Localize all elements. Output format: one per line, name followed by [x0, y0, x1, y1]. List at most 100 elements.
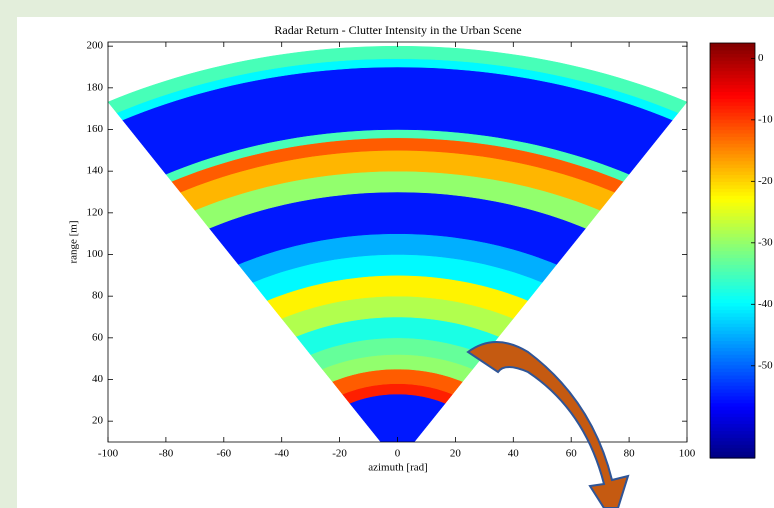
colorbar-strip — [710, 143, 755, 147]
y-tick-label: 100 — [87, 248, 104, 260]
colorbar-strip — [710, 354, 755, 358]
colorbar-strip — [710, 382, 755, 386]
colorbar-strip — [710, 361, 755, 365]
colorbar-strip — [710, 112, 755, 116]
colorbar-strip — [710, 295, 755, 299]
colorbar-strip — [710, 316, 755, 320]
colorbar-strip — [710, 251, 755, 255]
colorbar-tick-label: -10 — [758, 113, 773, 125]
colorbar-strip — [710, 199, 755, 203]
colorbar-tick-label: -20 — [758, 175, 773, 187]
colorbar-strip — [710, 320, 755, 324]
colorbar-strip — [710, 344, 755, 348]
colorbar-strip — [710, 337, 755, 341]
y-tick-label: 120 — [87, 206, 104, 218]
colorbar-strip — [710, 237, 755, 241]
colorbar-strip — [710, 309, 755, 313]
colorbar-strip — [710, 150, 755, 154]
colorbar-strip — [710, 444, 755, 448]
colorbar-strip — [710, 330, 755, 334]
colorbar-strip — [710, 129, 755, 133]
colorbar-strip — [710, 46, 755, 50]
colorbar-strip — [710, 448, 755, 452]
colorbar-strip — [710, 271, 755, 275]
colorbar-strip — [710, 209, 755, 213]
colorbar-tick-label: -40 — [758, 298, 773, 310]
y-tick-label: 20 — [92, 415, 104, 427]
colorbar-strip — [710, 417, 755, 421]
colorbar-strip — [710, 157, 755, 161]
colorbar-strip — [710, 403, 755, 407]
y-axis-label: range [m] — [68, 220, 80, 263]
colorbar-strip — [710, 109, 755, 113]
colorbar-strip — [710, 71, 755, 75]
x-axis-label: azimuth [rad] — [368, 462, 428, 474]
colorbar-strip — [710, 420, 755, 424]
colorbar-strip — [710, 126, 755, 130]
page: {"chart_data": {"type": "polar-heatmap",… — [0, 0, 774, 508]
colorbar-strip — [710, 195, 755, 199]
colorbar-strip — [710, 164, 755, 168]
colorbar-strip — [710, 123, 755, 127]
colorbar-strip — [710, 289, 755, 293]
x-tick-label: 80 — [624, 448, 636, 460]
colorbar-strip — [710, 423, 755, 427]
chart-title: Radar Return - Clutter Intensity in the … — [274, 23, 521, 37]
colorbar-strip — [710, 136, 755, 140]
colorbar-strip — [710, 85, 755, 89]
chart: Radar Return - Clutter Intensity in the … — [0, 0, 774, 508]
colorbar-tick-label: 0 — [758, 52, 764, 64]
colorbar-strip — [710, 88, 755, 92]
colorbar-strip — [710, 441, 755, 445]
x-tick-label: 0 — [395, 448, 401, 460]
colorbar-strip — [710, 437, 755, 441]
colorbar-strip — [710, 230, 755, 234]
x-tick-label: -80 — [159, 448, 174, 460]
colorbar-strip — [710, 168, 755, 172]
y-tick-label: 180 — [87, 81, 104, 93]
colorbar-strip — [710, 192, 755, 196]
colorbar-strip — [710, 53, 755, 57]
colorbar-strip — [710, 247, 755, 251]
x-tick-label: -20 — [332, 448, 347, 460]
colorbar-strip — [710, 188, 755, 192]
x-tick-label: 60 — [566, 448, 578, 460]
colorbar-strip — [710, 219, 755, 223]
colorbar-strip — [710, 74, 755, 78]
colorbar-strip — [710, 226, 755, 230]
colorbar-strip — [710, 358, 755, 362]
colorbar-strip — [710, 268, 755, 272]
colorbar-strip — [710, 278, 755, 282]
colorbar-strip — [710, 116, 755, 120]
y-tick-label: 80 — [92, 290, 104, 302]
colorbar-strip — [710, 372, 755, 376]
y-tick-label: 40 — [92, 373, 104, 385]
colorbar-strip — [710, 261, 755, 265]
colorbar-strip — [710, 427, 755, 431]
colorbar-strip — [710, 434, 755, 438]
colorbar-strip — [710, 233, 755, 237]
colorbar-strip — [710, 212, 755, 216]
colorbar-strip — [710, 91, 755, 95]
x-tick-label: 20 — [450, 448, 462, 460]
colorbar-strip — [710, 302, 755, 306]
colorbar-strip — [710, 299, 755, 303]
colorbar-strip — [710, 282, 755, 286]
colorbar-strip — [710, 413, 755, 417]
colorbar-strip — [710, 95, 755, 99]
colorbar-strip — [710, 154, 755, 158]
colorbar-strip — [710, 334, 755, 338]
colorbar-strip — [710, 50, 755, 54]
colorbar-strip — [710, 102, 755, 106]
colorbar-strip — [710, 257, 755, 261]
colorbar-strip — [710, 43, 755, 47]
colorbar-strip — [710, 240, 755, 244]
colorbar-strip — [710, 206, 755, 210]
colorbar-strip — [710, 323, 755, 327]
y-tick-label: 60 — [92, 331, 104, 343]
colorbar-strip — [710, 216, 755, 220]
colorbar-strip — [710, 81, 755, 85]
colorbar-strip — [710, 378, 755, 382]
colorbar-strip — [710, 406, 755, 410]
colorbar-strip — [710, 385, 755, 389]
